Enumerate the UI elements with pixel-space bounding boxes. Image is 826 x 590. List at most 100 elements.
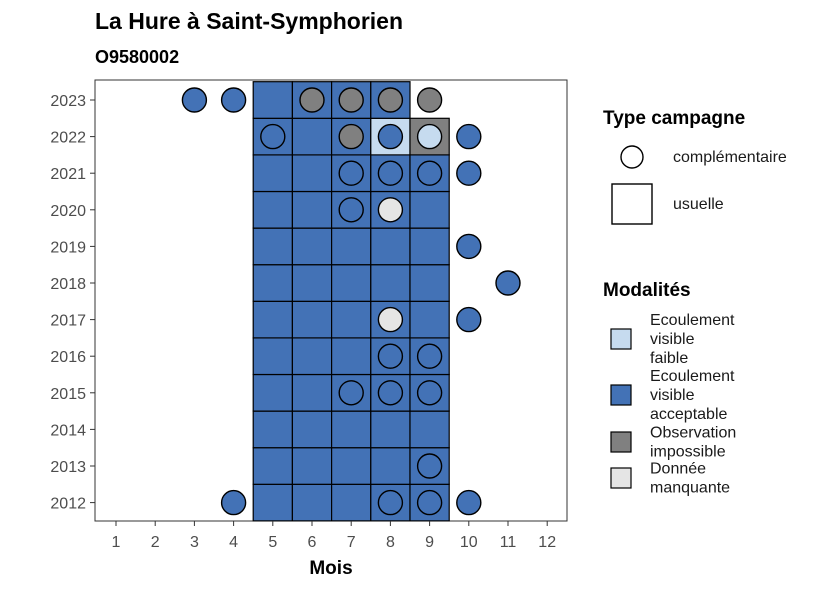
usuelle-cell-2022-6	[291, 117, 333, 156]
usuelle-cell-2021-5	[252, 154, 293, 193]
usuelle-cell-2015-6	[291, 373, 333, 412]
complementaire-point-2022-8	[377, 123, 404, 150]
usuelle-cell-2016-5	[252, 337, 293, 376]
complementaire-point-2016-8	[377, 343, 404, 369]
complementaire-point-2015-9	[416, 380, 443, 406]
usuelle-cell-2020-9	[409, 190, 450, 229]
y-axis-ticks: 2012 2013 2014 2015 2016 2017 2018 2019 2020 2021…	[50, 93, 95, 513]
legend-swatch-impossible	[610, 431, 632, 453]
complementaire-point-2013-9	[416, 453, 443, 479]
complementaire-point-2022-9	[416, 123, 443, 150]
legend-swatch-manquante	[610, 467, 632, 489]
legend: Type campagne complémentaire usuelle Modali…	[603, 108, 787, 497]
x-tick-label-8: 8	[386, 534, 395, 551]
complementaire-point-2012-10	[456, 489, 482, 516]
complementaire-point-2023-3	[181, 87, 208, 113]
legend-label-acceptable: Ecoulement visible acceptable	[650, 368, 735, 423]
usuelle-cell-2012-7	[331, 483, 372, 522]
legend-type-label-1: usuelle	[673, 196, 724, 213]
usuelle-cell-2017-5	[252, 300, 293, 339]
y-tick-label-2023: 2023	[50, 93, 86, 110]
usuelle-cell-2018-9	[409, 264, 450, 302]
complementaire-point-2023-8	[377, 87, 404, 113]
complementaire-point-2016-9	[416, 343, 443, 369]
usuelle-cell-2014-9	[409, 410, 450, 449]
complementaire-point-2018-11	[495, 270, 521, 296]
complementaire-point-2015-8	[377, 380, 404, 406]
usuelle-cell-2014-7	[331, 410, 372, 449]
complementaire-point-2023-6	[299, 87, 325, 113]
legend-label-faible: Ecoulement visible faible	[650, 312, 735, 367]
complementaire-point-2022-10	[456, 123, 482, 150]
y-tick-label-2014: 2014	[50, 422, 86, 439]
usuelle-cell-2019-8	[370, 227, 411, 266]
usuelle-cell-2019-5	[252, 227, 293, 266]
legend-circle-swatch	[620, 145, 644, 169]
legend-type-label-0: complémentaire	[673, 149, 787, 166]
x-tick-label-5: 5	[268, 534, 277, 551]
legend-label-impossible: Observation impossible	[650, 425, 736, 461]
usuelle-cell-2016-6	[291, 337, 333, 376]
y-tick-label-2021: 2021	[50, 166, 86, 183]
x-tick-label-11: 11	[500, 534, 517, 551]
y-tick-label-2018: 2018	[50, 276, 86, 293]
complementaire-point-2012-9	[416, 489, 443, 516]
usuelle-cell-2013-6	[291, 447, 333, 485]
usuelle-cell-2017-7	[331, 300, 372, 339]
x-tick-label-3: 3	[190, 534, 199, 551]
usuelle-cell-2013-8	[370, 447, 411, 485]
y-tick-label-2013: 2013	[50, 459, 86, 476]
y-tick-label-2016: 2016	[50, 349, 86, 366]
usuelle-cell-2020-5	[252, 190, 293, 229]
usuelle-cell-2014-6	[291, 410, 333, 449]
x-tick-label-12: 12	[538, 534, 556, 551]
x-tick-label-6: 6	[308, 534, 317, 551]
usuelle-cell-2013-5	[252, 447, 293, 485]
complementaire-point-2022-7	[338, 123, 364, 150]
usuelle-cell-2019-9	[409, 227, 450, 266]
x-tick-label-4: 4	[229, 534, 238, 551]
legend-type-title: Type campagne	[603, 108, 745, 129]
usuelle-cell-2018-6	[291, 264, 333, 302]
chart-subtitle: O9580002	[95, 47, 179, 67]
usuelle-cell-2018-5	[252, 264, 293, 302]
usuelle-cell-2017-9	[409, 300, 450, 339]
complementaire-point-2021-9	[416, 160, 443, 186]
usuelle-cell-2016-7	[331, 337, 372, 376]
y-tick-label-2015: 2015	[50, 386, 86, 403]
usuelle-cell-2012-6	[291, 483, 333, 522]
legend-square-swatch	[611, 183, 653, 225]
complementaire-point-2021-10	[456, 160, 482, 186]
usuelle-cell-2021-6	[291, 154, 333, 193]
x-tick-label-2: 2	[151, 534, 160, 551]
usuelle-cell-2012-5	[252, 483, 293, 522]
y-tick-label-2020: 2020	[50, 203, 86, 220]
complementaire-point-2012-4	[220, 489, 247, 516]
legend-label-manquante: Donnée manquante	[650, 461, 730, 497]
chart-title: La Hure à Saint-Symphorien	[95, 8, 403, 34]
complementaire-point-2020-8	[377, 197, 404, 223]
complementaire-point-2021-7	[338, 160, 364, 186]
complementaire-point-2015-7	[338, 380, 364, 406]
usuelle-cell-2013-7	[331, 447, 372, 485]
legend-swatch-acceptable	[610, 384, 632, 406]
usuelle-cell-2014-5	[252, 410, 293, 449]
complementaire-point-2017-10	[456, 306, 482, 333]
x-axis-title: Mois	[309, 558, 352, 579]
usuelle-cell-2018-7	[331, 264, 372, 302]
usuelle-cell-2020-6	[291, 190, 333, 229]
y-tick-label-2012: 2012	[50, 496, 86, 513]
y-tick-label-2017: 2017	[50, 313, 86, 330]
complementaire-point-2020-7	[338, 197, 364, 223]
usuelle-cell-2017-6	[291, 300, 333, 339]
x-tick-label-10: 10	[460, 534, 478, 551]
y-tick-label-2022: 2022	[50, 130, 86, 147]
legend-modalites-title: Modalités	[603, 280, 691, 301]
usuelle-cell-2018-8	[370, 264, 411, 302]
complementaire-point-2021-8	[377, 160, 404, 186]
complementaire-point-2023-9	[416, 87, 443, 113]
usuelle-cell-2015-5	[252, 373, 293, 412]
complementaire-point-2019-10	[456, 233, 482, 260]
